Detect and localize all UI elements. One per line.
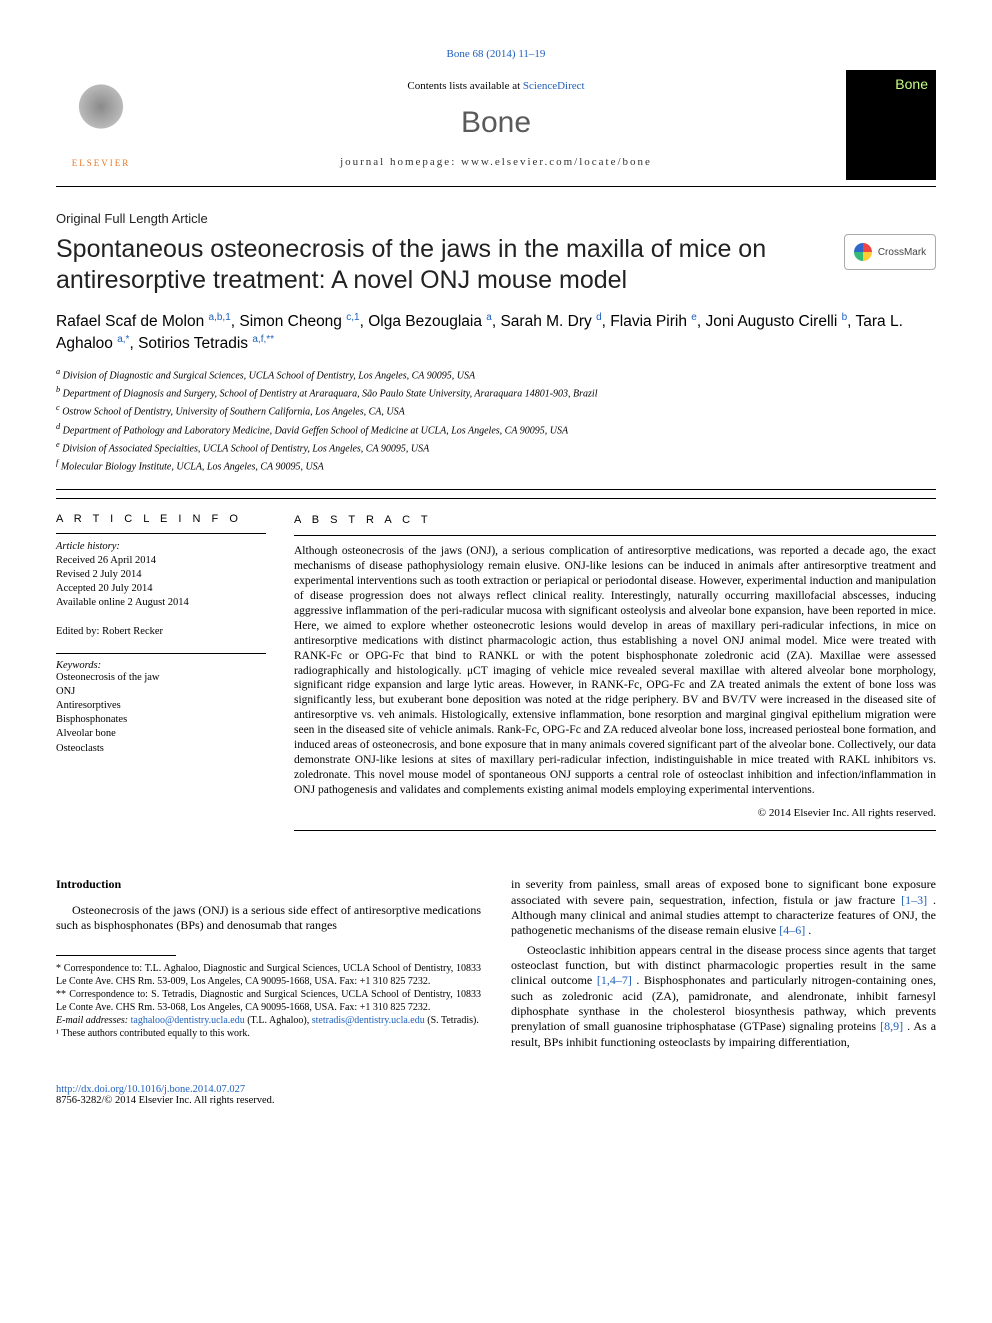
intro-paragraph-1: Osteonecrosis of the jaws (ONJ) is a ser… (56, 903, 481, 934)
cover-title: Bone (895, 76, 928, 92)
journal-name: Bone (158, 106, 834, 140)
author-aff[interactable]: d (596, 312, 602, 323)
email-label: E-mail addresses: (56, 1015, 131, 1026)
divider (56, 489, 936, 490)
abstract-copyright: © 2014 Elsevier Inc. All rights reserved… (294, 806, 936, 820)
footnote-rule (56, 955, 176, 956)
author: Olga Bezouglaia (368, 313, 482, 330)
keyword: Osteoclasts (56, 742, 266, 756)
history-online: Available online 2 August 2014 (56, 596, 266, 610)
elsevier-label: ELSEVIER (72, 158, 131, 168)
affiliation-e: e Division of Associated Specialties, UC… (56, 439, 936, 456)
author-aff[interactable]: a (486, 312, 492, 323)
right-column: in severity from painless, small areas o… (511, 877, 936, 1054)
left-column: Introduction Osteonecrosis of the jaws (… (56, 877, 481, 1054)
keyword: Osteonecrosis of the jaw (56, 671, 266, 685)
article-type: Original Full Length Article (56, 211, 936, 226)
author: Rafael Scaf de Molon (56, 313, 204, 330)
affiliation-b: b Department of Diagnosis and Surgery, S… (56, 384, 936, 401)
issn-line: 8756-3282/© 2014 Elsevier Inc. All right… (56, 1095, 275, 1106)
author-aff[interactable]: e (691, 312, 697, 323)
footnotes: * Correspondence to: T.L. Aghaloo, Diagn… (56, 962, 481, 1040)
doi-link[interactable]: http://dx.doi.org/10.1016/j.bone.2014.07… (56, 1084, 245, 1095)
author-aff[interactable]: a,f,** (252, 334, 274, 345)
contents-lists-line: Contents lists available at ScienceDirec… (158, 80, 834, 92)
affiliation-d: d Department of Pathology and Laboratory… (56, 421, 936, 438)
divider (56, 533, 266, 534)
email-who-2: (S. Tetradis). (425, 1015, 479, 1026)
journal-cover-thumb[interactable]: Bone (846, 70, 936, 180)
crossmark-badge[interactable]: CrossMark (844, 234, 936, 270)
footnote-corr-1: * Correspondence to: T.L. Aghaloo, Diagn… (56, 962, 481, 988)
article-info-heading: A R T I C L E I N F O (56, 513, 266, 525)
ref-link[interactable]: [1,4–7] (597, 973, 632, 987)
page-footer: http://dx.doi.org/10.1016/j.bone.2014.07… (56, 1084, 936, 1106)
author: Flavia Pirih (610, 313, 687, 330)
body-paragraph: in severity from painless, small areas o… (511, 877, 936, 938)
author-aff[interactable]: a,b,1 (209, 312, 231, 323)
homepage-url[interactable]: www.elsevier.com/locate/bone (461, 156, 652, 168)
top-citation[interactable]: Bone 68 (2014) 11–19 (56, 48, 936, 60)
history-label: Article history: (56, 540, 266, 554)
body-paragraph: Osteoclastic inhibition appears central … (511, 943, 936, 1051)
crossmark-icon (854, 243, 872, 261)
homepage-label: journal homepage: (340, 156, 461, 168)
keyword: ONJ (56, 685, 266, 699)
ref-link[interactable]: [4–6] (779, 923, 805, 937)
ref-link[interactable]: [1–3] (901, 893, 927, 907)
abstract-heading: A B S T R A C T (294, 513, 936, 527)
author: Joni Augusto Cirelli (705, 313, 837, 330)
affiliation-f: f Molecular Biology Institute, UCLA, Los… (56, 457, 936, 474)
author: Sotirios Tetradis (138, 335, 248, 352)
author: Simon Cheong (239, 313, 342, 330)
email-link-2[interactable]: stetradis@dentistry.ucla.edu (312, 1015, 425, 1026)
article-title: Spontaneous osteonecrosis of the jaws in… (56, 234, 826, 297)
top-citation-link[interactable]: Bone 68 (2014) 11–19 (447, 48, 546, 60)
email-who-1: (T.L. Aghaloo), (245, 1015, 312, 1026)
masthead: ELSEVIER Contents lists available at Sci… (56, 70, 936, 187)
divider (294, 830, 936, 831)
masthead-center: Contents lists available at ScienceDirec… (146, 70, 846, 180)
body-columns: Introduction Osteonecrosis of the jaws (… (56, 877, 936, 1054)
affiliation-a: a Division of Diagnostic and Surgical Sc… (56, 366, 936, 383)
keyword: Alveolar bone (56, 727, 266, 741)
email-link-1[interactable]: taghaloo@dentistry.ucla.edu (131, 1015, 245, 1026)
history-revised: Revised 2 July 2014 (56, 568, 266, 582)
author-aff[interactable]: a,* (117, 334, 129, 345)
footnote-authors-equal: ¹ These authors contributed equally to t… (56, 1027, 481, 1040)
authors-line: Rafael Scaf de Molon a,b,1, Simon Cheong… (56, 311, 936, 356)
footnote-corr-2: ** Correspondence to: S. Tetradis, Diagn… (56, 988, 481, 1014)
text: . (808, 923, 811, 937)
divider (294, 535, 936, 536)
author: Sarah M. Dry (500, 313, 591, 330)
elsevier-tree-icon (71, 82, 131, 152)
elsevier-logo[interactable]: ELSEVIER (56, 70, 146, 180)
affiliations: a Division of Diagnostic and Surgical Sc… (56, 366, 936, 475)
text: in severity from painless, small areas o… (511, 877, 936, 906)
keyword: Antiresorptives (56, 699, 266, 713)
journal-homepage: journal homepage: www.elsevier.com/locat… (158, 156, 834, 168)
affiliation-c: c Ostrow School of Dentistry, University… (56, 402, 936, 419)
history-received: Received 26 April 2014 (56, 554, 266, 568)
author-aff[interactable]: c,1 (346, 312, 359, 323)
footnote-emails: E-mail addresses: taghaloo@dentistry.ucl… (56, 1014, 481, 1027)
contents-prefix: Contents lists available at (407, 80, 522, 92)
crossmark-label: CrossMark (878, 247, 926, 258)
keywords-list: Osteonecrosis of the jaw ONJ Antiresorpt… (56, 671, 266, 756)
section-heading-introduction: Introduction (56, 877, 481, 892)
article-info-column: A R T I C L E I N F O Article history: R… (56, 513, 266, 832)
author-aff[interactable]: b (842, 312, 848, 323)
edited-by: Edited by: Robert Recker (56, 625, 266, 639)
sciencedirect-link[interactable]: ScienceDirect (523, 80, 585, 92)
keyword: Bisphosphonates (56, 713, 266, 727)
abstract-column: A B S T R A C T Although osteonecrosis o… (294, 513, 936, 832)
keywords-label: Keywords: (56, 660, 266, 671)
ref-link[interactable]: [8,9] (880, 1019, 903, 1033)
history-accepted: Accepted 20 July 2014 (56, 582, 266, 596)
divider (56, 653, 266, 654)
abstract-text: Although osteonecrosis of the jaws (ONJ)… (294, 544, 936, 798)
